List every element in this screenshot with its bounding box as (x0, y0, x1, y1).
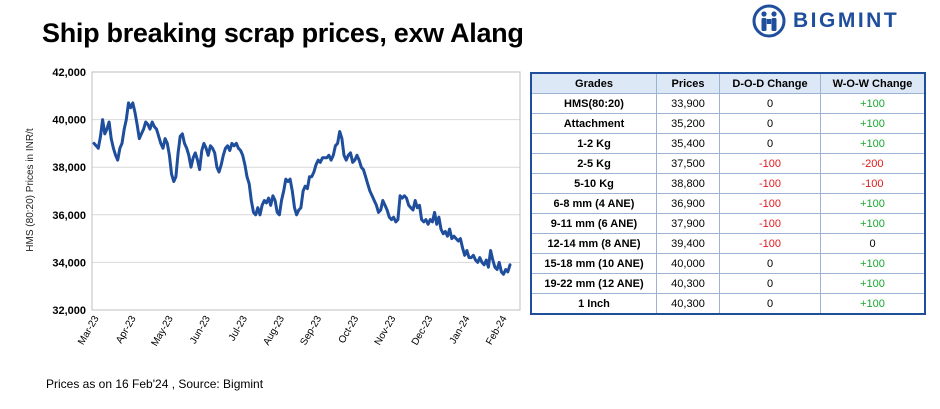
price-cell: 40,300 (656, 273, 720, 294)
table-row: 6-8 mm (4 ANE) 36,900 -100 +100 (530, 193, 926, 214)
price-cell: 36,900 (656, 193, 720, 214)
y-tick-label: 32,000 (52, 305, 86, 317)
table-row: 1 Inch 40,300 0 +100 (530, 293, 926, 315)
grade-cell: 2-5 Kg (530, 153, 657, 174)
y-axis-ticks: 32,000 34,000 36,000 38,000 40,000 42,000 (52, 67, 86, 317)
header-grades: Grades (530, 72, 657, 94)
dod-change-cell: -100 (719, 213, 821, 234)
price-cell: 39,400 (656, 233, 720, 254)
grade-cell: 12-14 mm (8 ANE) (530, 233, 657, 254)
dod-change-cell: 0 (719, 133, 821, 154)
bigmint-logo-icon (752, 4, 786, 38)
table-row: 1-2 Kg 35,400 0 +100 (530, 133, 926, 154)
grades-price-table: Grades Prices D-O-D Change W-O-W Change … (530, 72, 926, 315)
table-row: HMS(80:20) 33,900 0 +100 (530, 93, 926, 114)
grade-cell: 1-2 Kg (530, 133, 657, 154)
y-axis-label: HMS (80:20) Prices in INR/t (25, 128, 36, 252)
y-tick-label: 34,000 (52, 257, 86, 269)
table-row: 15-18 mm (10 ANE) 40,000 0 +100 (530, 253, 926, 274)
wow-change-cell: +100 (820, 133, 926, 154)
grade-cell: Attachment (530, 113, 657, 134)
dod-change-cell: 0 (719, 113, 821, 134)
x-tick-label: Jun-23 (188, 314, 213, 346)
wow-change-cell: +100 (820, 273, 926, 294)
source-footer: Prices as on 16 Feb'24 , Source: Bigmint (46, 377, 264, 391)
grade-cell: 6-8 mm (4 ANE) (530, 193, 657, 214)
y-tick-label: 38,000 (52, 162, 86, 174)
dod-change-cell: -100 (719, 153, 821, 174)
dod-change-cell: 0 (719, 293, 821, 315)
chart-title: Ship breaking scrap prices, exw Alang (42, 18, 524, 48)
price-cell: 35,200 (656, 113, 720, 134)
dod-change-cell: 0 (719, 93, 821, 114)
y-tick-label: 42,000 (52, 67, 86, 79)
bigmint-logo-text: BIGMINT (793, 9, 900, 32)
dod-change-cell: -100 (719, 173, 821, 194)
grade-cell: 19-22 mm (12 ANE) (530, 273, 657, 294)
x-tick-label: Jan-24 (448, 314, 473, 346)
wow-change-cell: -100 (820, 173, 926, 194)
table-row: 12-14 mm (8 ANE) 39,400 -100 0 (530, 233, 926, 254)
price-cell: 40,000 (656, 253, 720, 274)
header-wow-change: W-O-W Change (820, 72, 926, 94)
table-row: 19-22 mm (12 ANE) 40,300 0 +100 (530, 273, 926, 294)
wow-change-cell: +100 (820, 253, 926, 274)
x-tick-label: Aug-23 (261, 314, 287, 348)
grade-cell: 1 Inch (530, 293, 657, 315)
table-row: 2-5 Kg 37,500 -100 -200 (530, 153, 926, 174)
x-tick-label: Sep-23 (298, 314, 324, 348)
x-tick-label: Dec-23 (410, 314, 436, 348)
wow-change-cell: +100 (820, 293, 926, 315)
dod-change-cell: 0 (719, 273, 821, 294)
x-axis-ticks: Mar-23 Apr-23 May-23 Jun-23 Jul-23 Aug-23 Sep-… (76, 314, 510, 349)
wow-change-cell: +100 (820, 113, 926, 134)
x-tick-label: May-23 (150, 314, 176, 349)
table-header-row: Grades Prices D-O-D Change W-O-W Change (530, 72, 926, 94)
price-cell: 40,300 (656, 293, 720, 315)
bigmint-logo: BIGMINT (752, 4, 932, 38)
table-row: Attachment 35,200 0 +100 (530, 113, 926, 134)
header-prices: Prices (656, 72, 720, 94)
series-line-hms (92, 101, 512, 276)
price-chart: 32,000 34,000 36,000 38,000 40,000 42,000 Mar… (25, 67, 521, 349)
plot-frame (91, 71, 521, 311)
price-cell: 38,800 (656, 173, 720, 194)
table-body: HMS(80:20) 33,900 0 +100 Attachment 35,200 0 +1… (530, 93, 926, 315)
dod-change-cell: -100 (719, 193, 821, 214)
x-tick-label: Apr-23 (114, 314, 139, 346)
grade-cell: HMS(80:20) (530, 93, 657, 114)
price-cell: 37,900 (656, 213, 720, 234)
table-row: 9-11 mm (6 ANE) 37,900 -100 +100 (530, 213, 926, 234)
table-row: 5-10 Kg 38,800 -100 -100 (530, 173, 926, 194)
wow-change-cell: -200 (820, 153, 926, 174)
x-tick-label: Oct-23 (337, 314, 362, 346)
chart-grid (92, 71, 520, 311)
header-dod-change: D-O-D Change (719, 72, 821, 94)
y-tick-label: 36,000 (52, 210, 86, 222)
y-tick-label: 40,000 (52, 115, 86, 127)
grade-cell: 15-18 mm (10 ANE) (530, 253, 657, 274)
grade-cell: 5-10 Kg (530, 173, 657, 194)
price-cell: 35,400 (656, 133, 720, 154)
x-tick-label: Feb-24 (484, 314, 510, 347)
wow-change-cell: 0 (820, 233, 926, 254)
grade-cell: 9-11 mm (6 ANE) (530, 213, 657, 234)
x-tick-label: Jul-23 (227, 314, 250, 343)
price-cell: 33,900 (656, 93, 720, 114)
price-cell: 37,500 (656, 153, 720, 174)
dod-change-cell: 0 (719, 253, 821, 274)
x-tick-label: Mar-23 (76, 314, 102, 347)
wow-change-cell: +100 (820, 93, 926, 114)
dod-change-cell: -100 (719, 233, 821, 254)
x-tick-label: Nov-23 (373, 314, 399, 348)
wow-change-cell: +100 (820, 193, 926, 214)
wow-change-cell: +100 (820, 213, 926, 234)
